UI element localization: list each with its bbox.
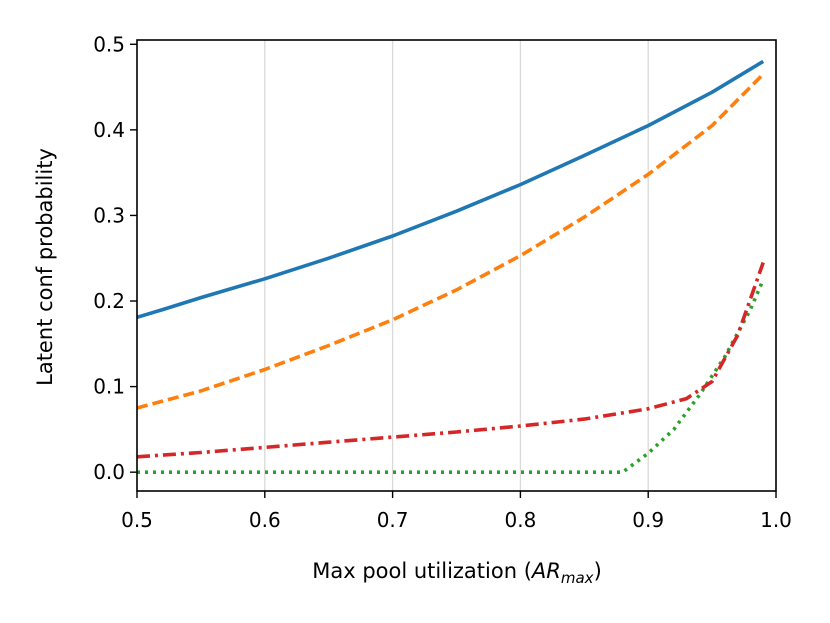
y-axis-ticks: 0.0 0.1 0.2 0.3 0.4 0.5 [93, 32, 137, 484]
x-axis-label-suffix: ) [594, 559, 602, 583]
grid-lines [264, 40, 649, 491]
y-tick-label: 0.3 [93, 203, 125, 227]
x-axis-label: Max pool utilization (ARmax) [312, 559, 602, 587]
series-line-4 [136, 261, 765, 459]
y-tick-label: 0.0 [93, 460, 125, 484]
series-line-1 [136, 59, 765, 320]
x-axis-ticks: 0.5 0.6 0.7 0.8 0.9 1.0 [121, 491, 792, 532]
y-tick-label: 0.2 [93, 289, 125, 313]
series-lines [136, 59, 765, 474]
x-axis-label-subscript: max [561, 569, 594, 587]
x-tick-label: 0.6 [249, 508, 281, 532]
x-tick-label: 0.9 [632, 508, 664, 532]
x-tick-label: 0.7 [377, 508, 409, 532]
x-axis-label-symbol: AR [530, 559, 561, 583]
plot-frame [136, 39, 777, 492]
y-tick-label: 0.1 [93, 375, 125, 399]
series-line-2 [136, 72, 765, 410]
x-tick-label: 0.8 [504, 508, 536, 532]
x-tick-label: 1.0 [760, 508, 792, 532]
x-axis-label-prefix: Max pool utilization ( [312, 559, 532, 583]
y-tick-label: 0.5 [93, 32, 125, 56]
y-axis-label: Latent conf probability [33, 148, 57, 386]
y-tick-label: 0.4 [93, 118, 125, 142]
x-tick-label: 0.5 [121, 508, 153, 532]
